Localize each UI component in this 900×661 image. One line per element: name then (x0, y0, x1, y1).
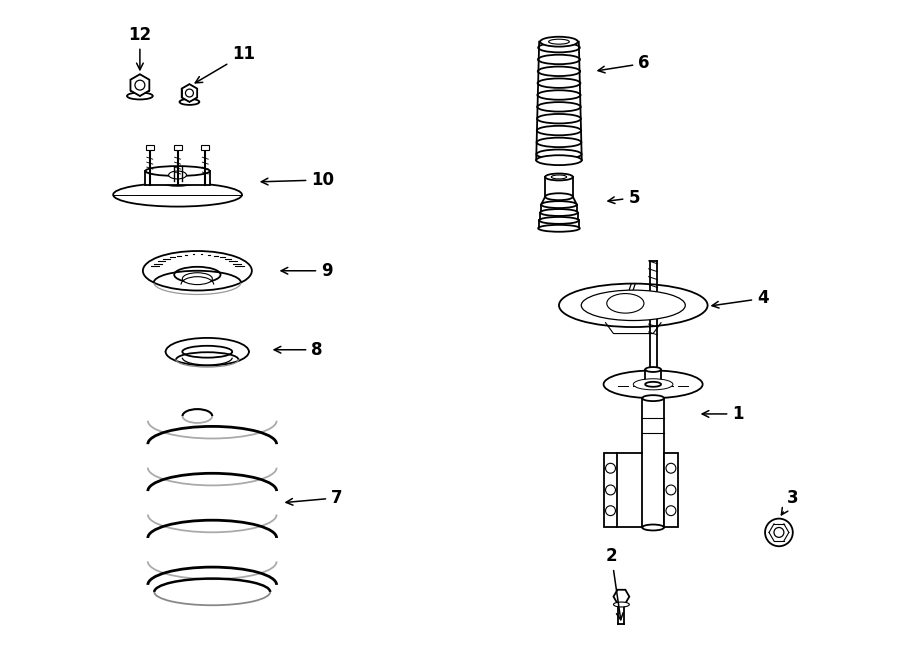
Ellipse shape (607, 293, 644, 313)
Ellipse shape (166, 338, 249, 366)
Text: 8: 8 (274, 341, 323, 359)
Bar (604, 453, 617, 527)
Text: 1: 1 (702, 405, 744, 423)
Ellipse shape (540, 209, 578, 216)
Bar (202, 145, 209, 150)
Ellipse shape (537, 79, 580, 88)
Ellipse shape (183, 273, 212, 285)
Polygon shape (145, 171, 210, 185)
Bar (645, 369, 661, 384)
Circle shape (185, 89, 193, 97)
Ellipse shape (538, 43, 580, 52)
Ellipse shape (645, 367, 661, 372)
Text: 10: 10 (261, 171, 334, 189)
Ellipse shape (540, 37, 578, 47)
Polygon shape (130, 74, 149, 96)
Circle shape (666, 506, 676, 516)
Text: 2: 2 (606, 547, 623, 620)
Text: 4: 4 (712, 290, 769, 308)
Ellipse shape (536, 155, 581, 165)
Ellipse shape (536, 149, 581, 159)
Ellipse shape (614, 602, 629, 607)
Ellipse shape (552, 175, 567, 179)
Ellipse shape (538, 55, 580, 64)
Ellipse shape (537, 102, 580, 112)
Ellipse shape (538, 67, 580, 76)
Circle shape (765, 519, 793, 546)
Circle shape (606, 506, 616, 516)
Text: 9: 9 (281, 262, 333, 280)
Circle shape (666, 485, 676, 495)
Ellipse shape (168, 171, 186, 179)
Ellipse shape (145, 166, 210, 176)
Ellipse shape (634, 379, 673, 390)
Text: 7: 7 (286, 489, 343, 507)
Ellipse shape (179, 99, 199, 105)
Ellipse shape (538, 225, 580, 232)
Ellipse shape (536, 137, 581, 147)
Ellipse shape (175, 267, 220, 283)
Ellipse shape (559, 284, 707, 327)
Ellipse shape (127, 93, 153, 99)
Ellipse shape (643, 525, 664, 530)
Ellipse shape (539, 217, 579, 224)
Ellipse shape (643, 395, 664, 401)
Ellipse shape (153, 168, 202, 186)
Ellipse shape (143, 251, 252, 291)
Bar (146, 145, 154, 150)
Circle shape (774, 527, 784, 537)
Text: 3: 3 (781, 489, 798, 515)
Ellipse shape (541, 201, 577, 208)
Ellipse shape (549, 39, 570, 44)
Ellipse shape (113, 183, 242, 207)
Text: 5: 5 (608, 188, 640, 207)
Bar (664, 453, 678, 527)
Ellipse shape (545, 193, 573, 200)
Text: 11: 11 (195, 46, 255, 83)
Text: 6: 6 (598, 54, 650, 73)
Circle shape (666, 463, 676, 473)
Polygon shape (182, 84, 197, 102)
Circle shape (606, 463, 616, 473)
Ellipse shape (536, 126, 581, 136)
Ellipse shape (545, 173, 573, 180)
Ellipse shape (604, 370, 703, 398)
Circle shape (135, 80, 145, 90)
Ellipse shape (645, 382, 661, 387)
Ellipse shape (537, 91, 580, 100)
Ellipse shape (183, 346, 232, 358)
Bar (643, 398, 664, 527)
Ellipse shape (581, 290, 685, 321)
Text: 12: 12 (129, 26, 151, 70)
Bar (174, 145, 182, 150)
Circle shape (606, 485, 616, 495)
Polygon shape (614, 590, 629, 603)
Ellipse shape (537, 114, 581, 124)
